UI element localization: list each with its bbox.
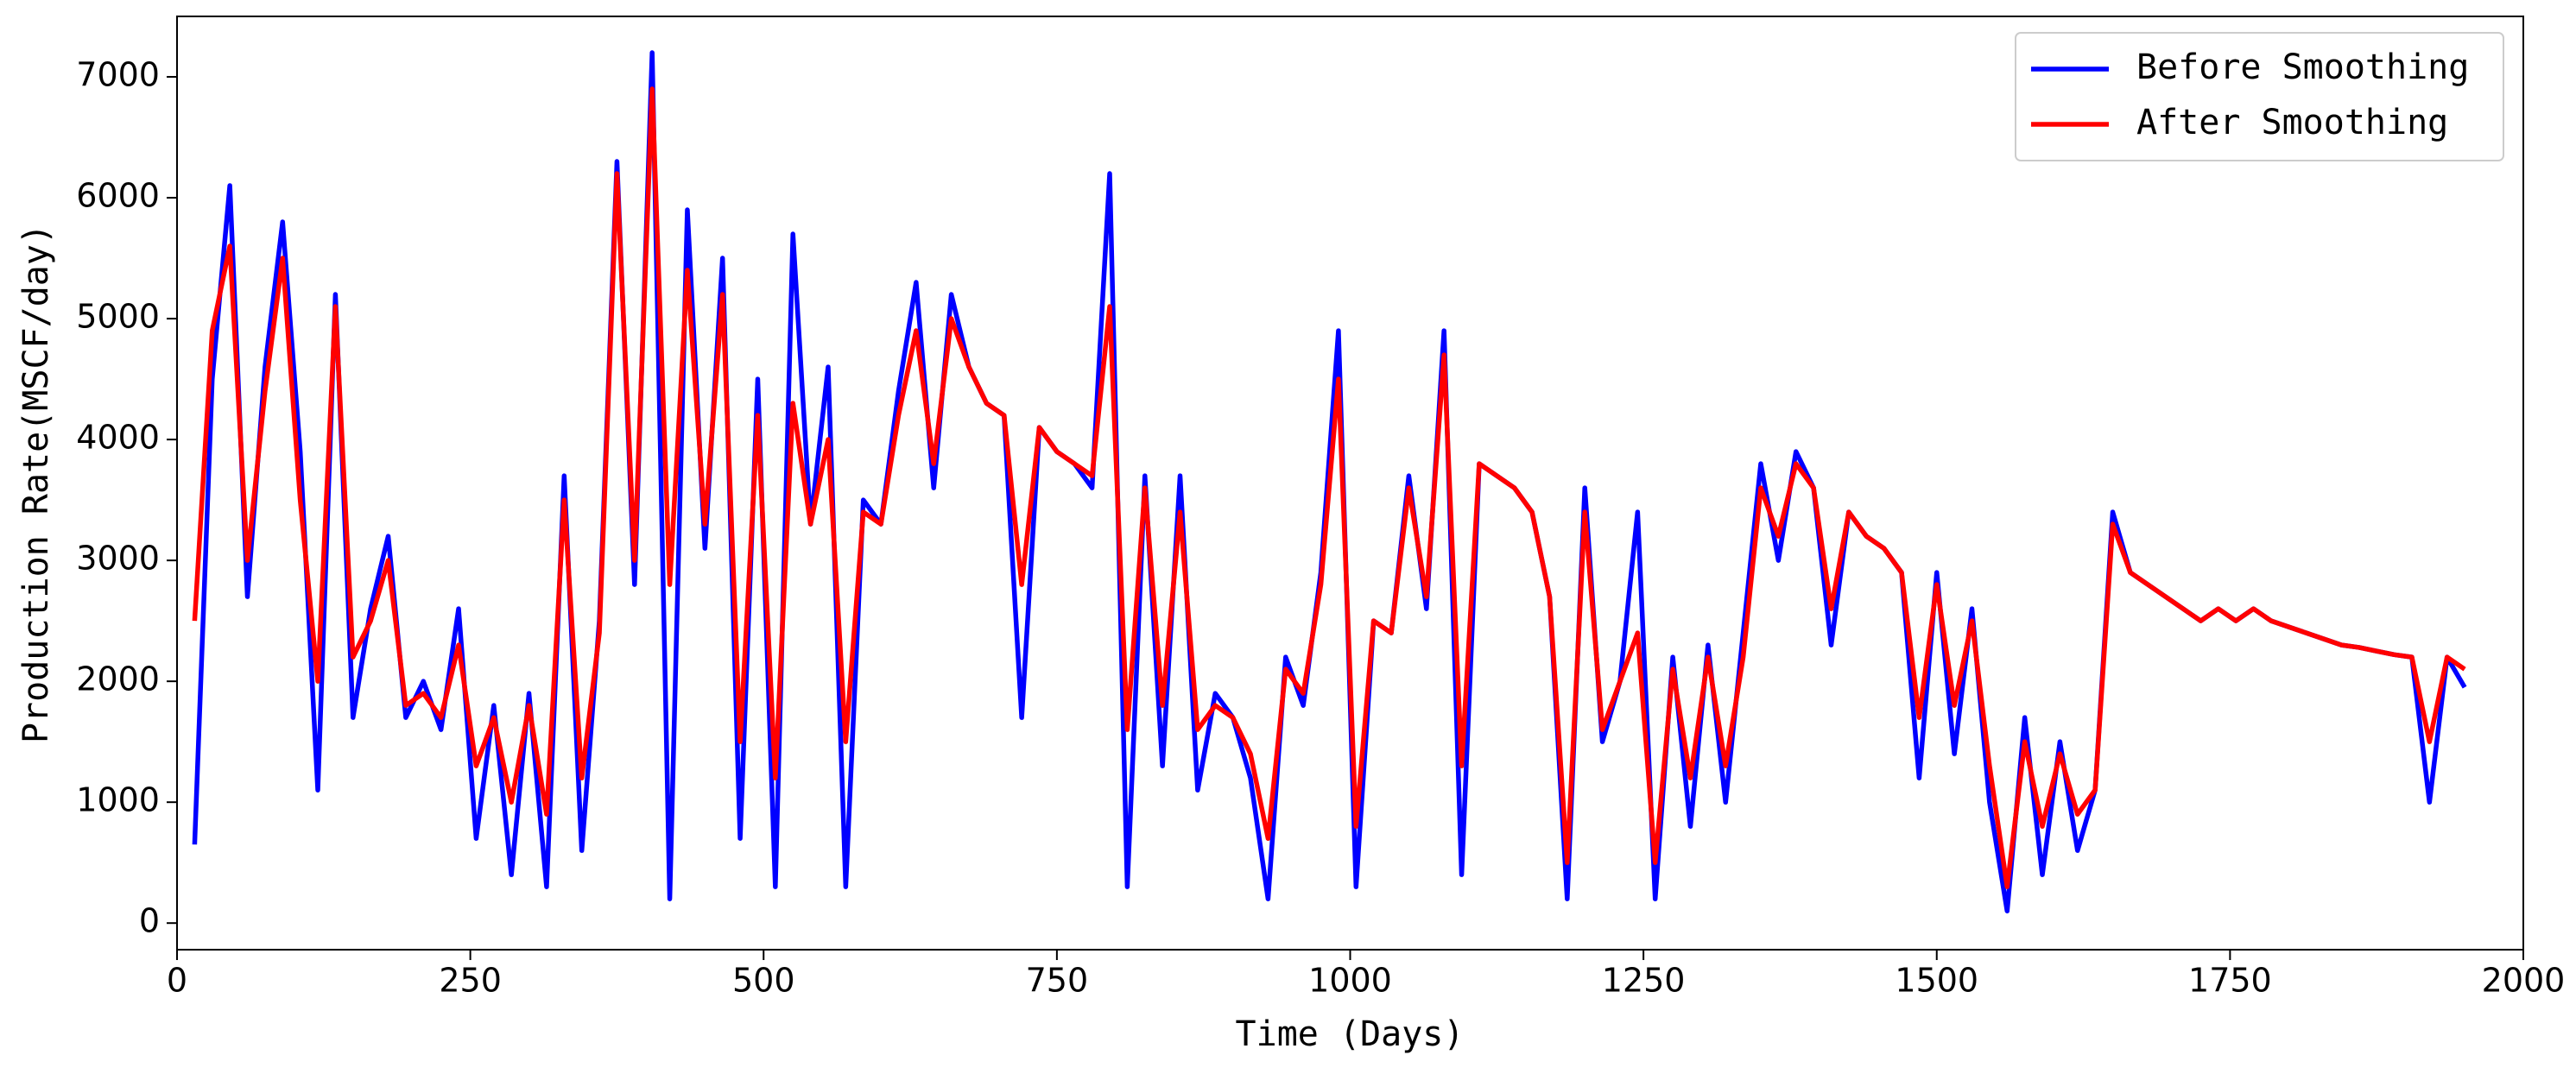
y-tick-label: 7000	[76, 56, 160, 94]
x-tick-label: 750	[1026, 962, 1089, 1000]
x-tick-label: 0	[167, 962, 187, 1000]
y-tick-label: 2000	[76, 660, 160, 698]
x-tick-label: 500	[732, 962, 795, 1000]
y-tick-label: 1000	[76, 781, 160, 819]
x-tick-label: 1500	[1895, 962, 1978, 1000]
x-tick-label: 1750	[2188, 962, 2272, 1000]
plot-frame	[176, 16, 2524, 951]
legend-label: After Smoothing	[2136, 103, 2448, 142]
x-tick-label: 1000	[1308, 962, 1392, 1000]
y-tick-label: 6000	[76, 177, 160, 215]
legend-label: Before Smoothing	[2136, 47, 2469, 87]
y-tick-label: 4000	[76, 419, 160, 457]
y-tick-label: 3000	[76, 540, 160, 578]
x-tick-label: 2000	[2482, 962, 2566, 1000]
x-tick-label: 1250	[1602, 962, 1686, 1000]
x-tick-label: 250	[439, 962, 502, 1000]
y-tick-label: 0	[139, 902, 160, 940]
x-axis-label: Time (Days)	[1236, 1014, 1465, 1054]
y-tick-label: 5000	[76, 298, 160, 336]
y-axis-label: Production Rate(MSCF/day)	[16, 224, 56, 743]
legend-box	[2015, 32, 2504, 161]
series-line	[192, 86, 2466, 889]
